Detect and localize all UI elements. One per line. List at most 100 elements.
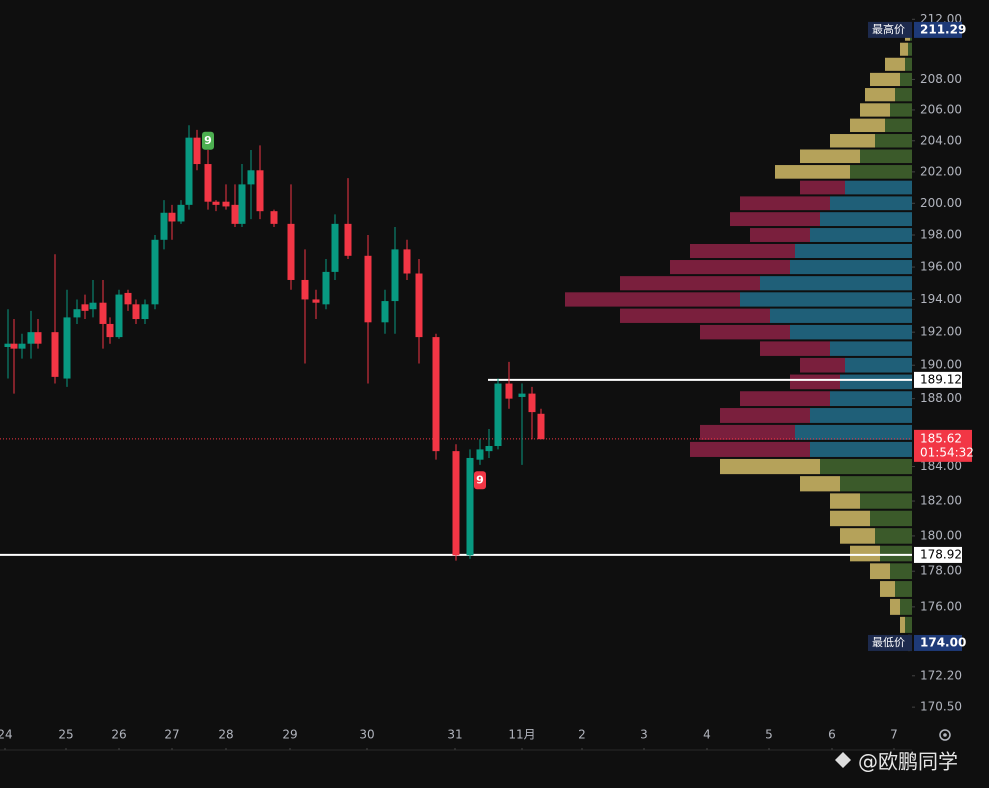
x-tick-label: 25	[58, 728, 73, 742]
profile-inner	[860, 149, 912, 164]
candle-body	[466, 457, 474, 556]
x-tick-label: 5	[765, 728, 773, 742]
candle-body	[10, 343, 18, 349]
current-box	[914, 429, 972, 462]
y-tick-label: 184.00	[920, 459, 962, 473]
profile-outer	[750, 228, 810, 242]
candle-body	[528, 393, 536, 413]
watermark: @欧鹏同学	[858, 750, 958, 774]
mark-value: 174.00	[920, 635, 966, 649]
profile-inner	[795, 424, 912, 440]
y-tick-label: 192.00	[920, 325, 962, 339]
profile-outer	[840, 528, 875, 544]
candle-body	[312, 299, 320, 303]
profile-inner	[870, 510, 912, 527]
profile-inner	[885, 118, 912, 133]
signal-marker	[474, 471, 486, 490]
profile-outer	[880, 581, 895, 597]
mark-name-box	[868, 634, 912, 651]
profile-outer	[690, 243, 795, 259]
profile-outer	[670, 260, 790, 275]
x-tick-label: 28	[218, 728, 233, 742]
y-tick-label: 176.00	[920, 599, 962, 613]
profile-outer	[700, 324, 790, 340]
y-tick-label: 194.00	[920, 292, 962, 306]
candle-body	[193, 137, 201, 165]
profile-inner	[830, 391, 912, 407]
profile-inner	[905, 616, 912, 633]
profile-outer	[620, 308, 770, 323]
candle-body	[89, 302, 97, 310]
profile-inner	[840, 374, 912, 390]
watermark-icon	[835, 752, 851, 768]
y-tick-label: 180.00	[920, 528, 962, 542]
profile-inner	[790, 260, 912, 275]
y-tick-label: 190.00	[920, 358, 962, 372]
candle-body	[151, 239, 159, 305]
profile-inner	[820, 212, 912, 227]
profile-outer	[800, 180, 845, 195]
y-tick-label: 170.50	[920, 700, 962, 714]
candle-body	[106, 323, 114, 338]
y-tick-label: 202.00	[920, 164, 962, 178]
candle-body	[160, 212, 168, 240]
profile-outer	[800, 476, 840, 492]
candle-body	[485, 446, 493, 452]
profile-inner	[740, 292, 912, 307]
candle-body	[247, 170, 255, 185]
volume-profile	[565, 27, 912, 652]
profile-inner	[845, 180, 912, 195]
x-tick-label: 11月	[508, 728, 535, 742]
profile-inner	[830, 196, 912, 211]
y-tick-label: 206.00	[920, 102, 962, 116]
candle-body	[27, 332, 35, 344]
profile-inner	[810, 228, 912, 242]
candle-body	[331, 223, 339, 272]
profile-outer	[700, 424, 795, 440]
signal-marker	[202, 131, 214, 150]
profile-inner	[810, 408, 912, 423]
profile-inner	[880, 545, 912, 562]
profile-outer	[850, 545, 880, 562]
mark-name-box	[868, 21, 912, 38]
profile-outer	[720, 408, 810, 423]
profile-outer	[730, 212, 820, 227]
profile-inner	[810, 441, 912, 457]
profile-inner	[820, 458, 912, 475]
profile-inner	[875, 134, 912, 148]
y-tick-label: 172.20	[920, 668, 962, 682]
y-tick-label: 178.00	[920, 564, 962, 578]
profile-outer	[620, 276, 760, 291]
profile-inner	[890, 103, 912, 117]
settings-icon[interactable]	[939, 729, 951, 741]
candle-body	[238, 184, 246, 224]
profile-outer	[800, 357, 845, 373]
profile-outer	[900, 42, 908, 56]
candle-body	[63, 317, 71, 379]
candle-body	[476, 449, 484, 460]
candle-body	[34, 332, 42, 344]
candle-body	[231, 204, 239, 224]
current-label: 185.62	[920, 431, 962, 445]
profile-inner	[890, 563, 912, 580]
profile-outer	[885, 57, 905, 71]
profile-inner	[840, 476, 912, 492]
profile-inner	[908, 42, 912, 56]
x-tick-label: 26	[111, 728, 126, 742]
candle-body	[141, 304, 149, 320]
level-label: 178.92	[920, 547, 962, 561]
profile-outer	[790, 374, 840, 390]
candle-body	[185, 137, 193, 205]
candle-body	[537, 413, 545, 440]
candle-body	[364, 255, 372, 323]
profile-outer	[740, 196, 830, 211]
y-tick-label: 196.00	[920, 260, 962, 274]
candle-body	[132, 304, 140, 320]
candle-body	[415, 273, 423, 338]
profile-inner	[845, 357, 912, 373]
x-tick-label: 2	[578, 728, 586, 742]
candle-body	[518, 393, 526, 397]
level-label: 189.12	[920, 372, 962, 386]
